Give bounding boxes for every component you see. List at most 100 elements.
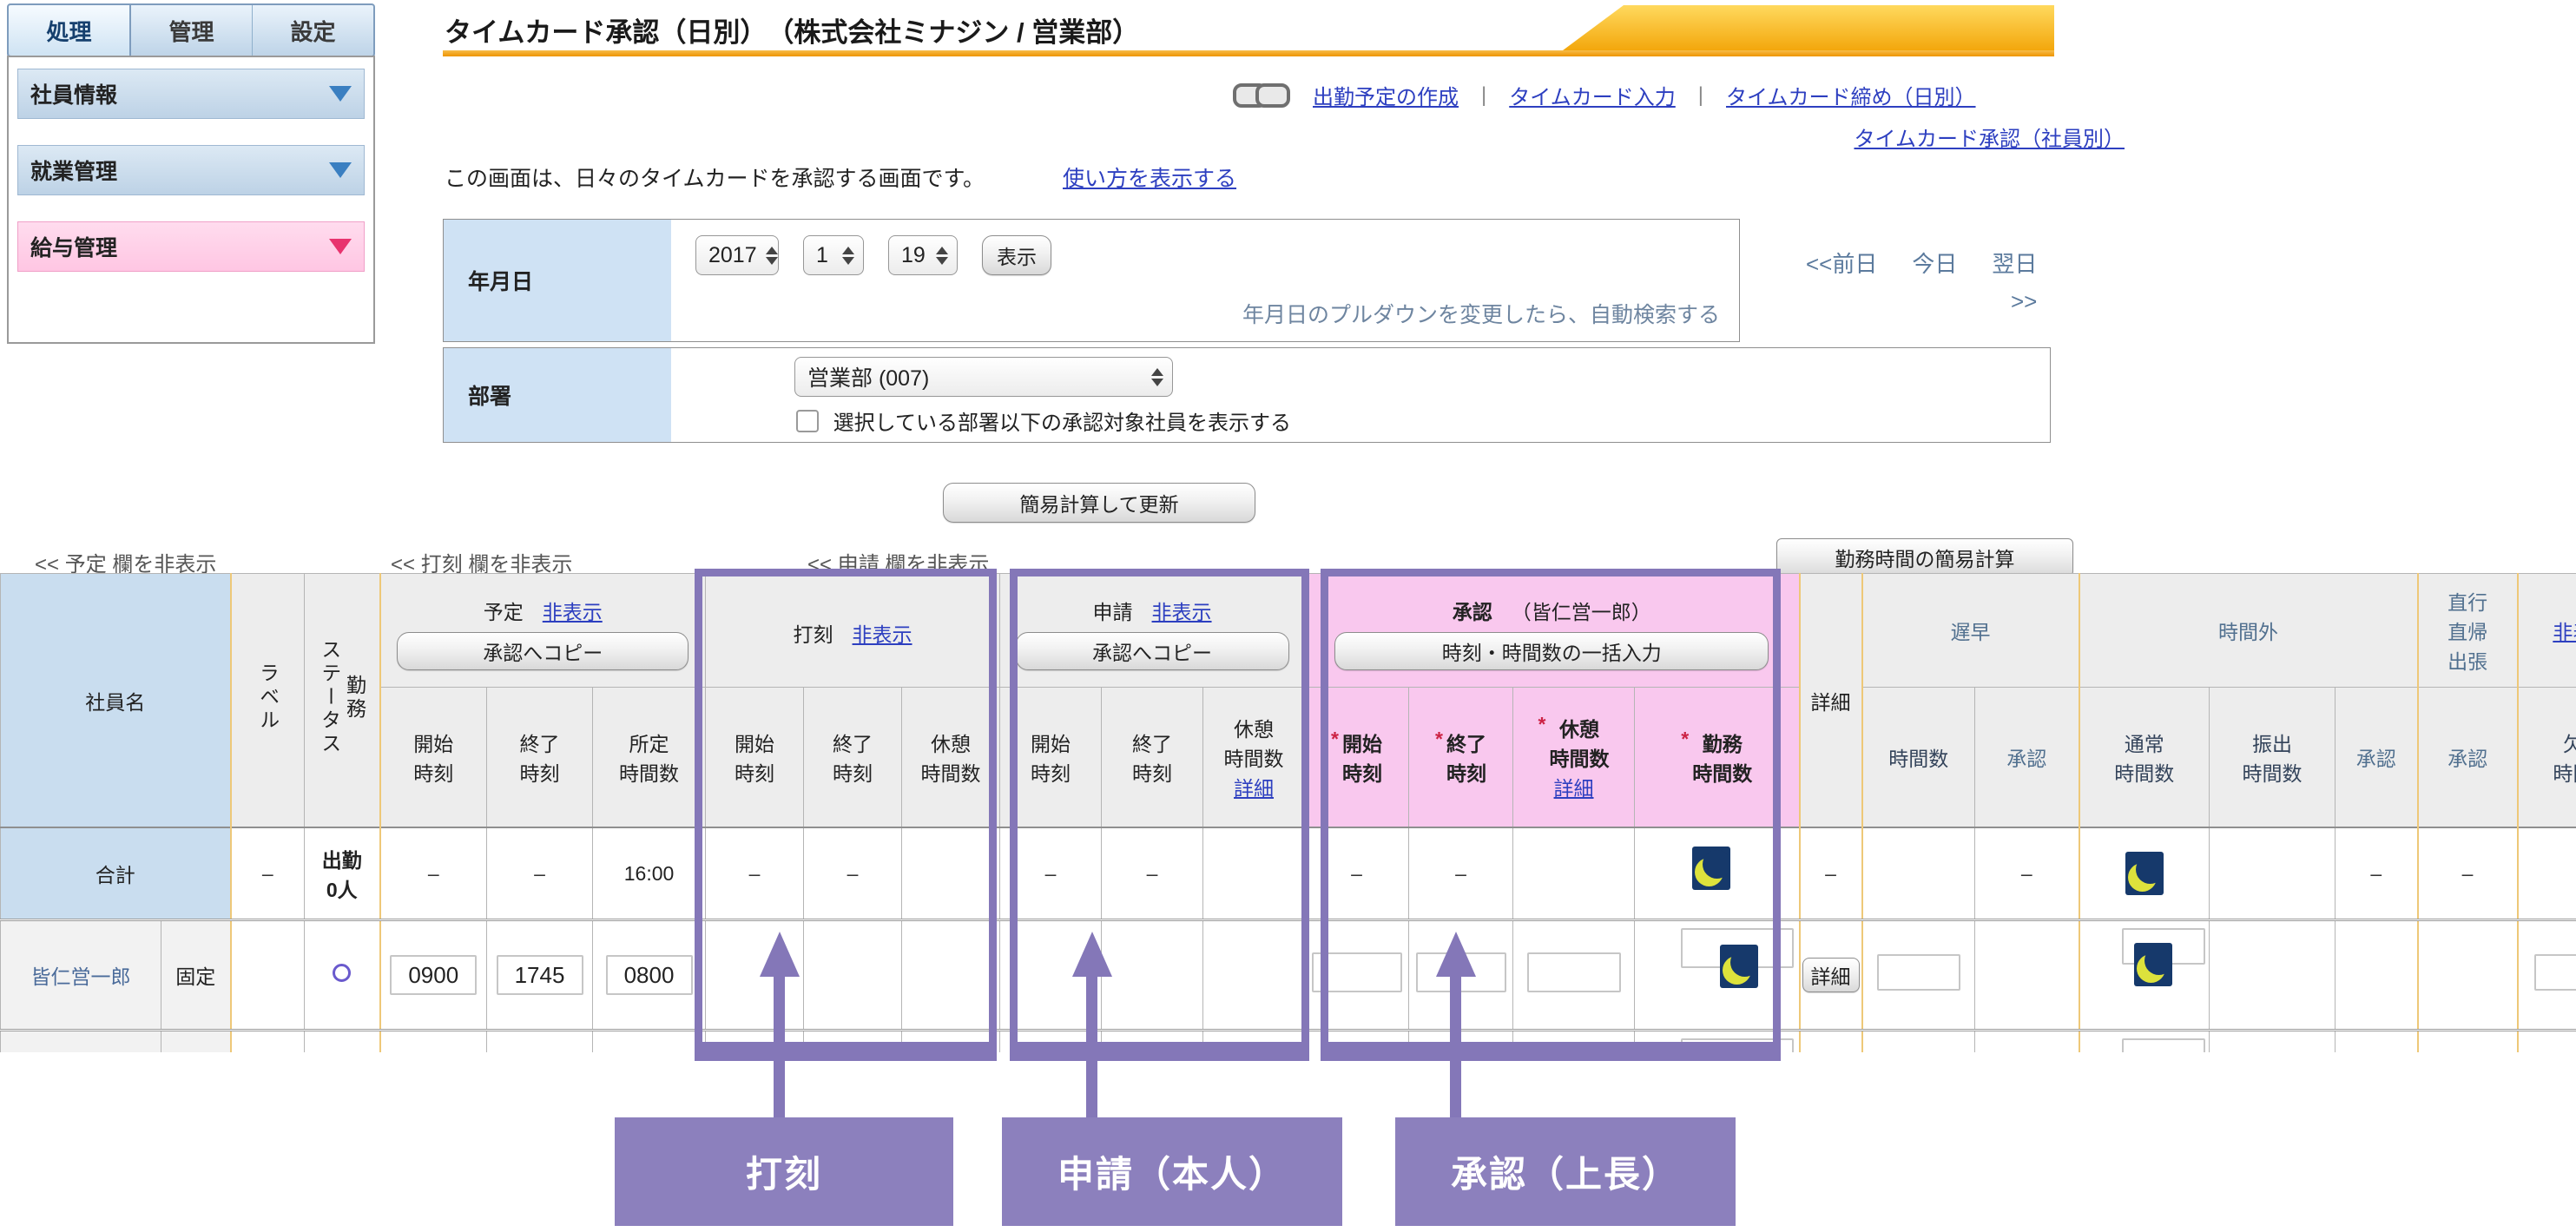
arrow-stem	[774, 972, 785, 1120]
employee-approve-break[interactable]	[1512, 919, 1636, 1031]
hide-plan-link[interactable]: << 予定 欄を非表示	[35, 553, 217, 576]
plan-hide-link[interactable]: 非表示	[542, 601, 603, 623]
employee-stamp-break	[901, 1029, 1001, 1052]
sidebar-item-payroll-management[interactable]: 給与管理	[17, 221, 365, 272]
approve-title: 承認	[1452, 601, 1492, 623]
tab-settei[interactable]: 設定	[290, 18, 336, 45]
sidebar-item-label: 社員情報	[30, 83, 118, 108]
show-button[interactable]: 表示	[982, 235, 1051, 275]
employee-stamp-start	[705, 1029, 805, 1052]
timecard-table: 社員名 ラベル 勤務 ステータス 予定 非表示 承認へコピー 打刻 非表示 申請…	[0, 573, 2576, 1052]
plan-start-header: 開始 時刻	[379, 687, 487, 828]
employee-plan-start[interactable]: 0900	[379, 919, 487, 1031]
employee-ot-approve	[2335, 919, 2419, 1031]
month-value: 1	[816, 242, 828, 267]
stamp-title: 打刻	[793, 623, 833, 646]
stamp-end-header: 終了 時刻	[803, 687, 903, 828]
total-late-hours	[1861, 827, 1976, 920]
employee-ot-normal[interactable]	[2078, 1029, 2210, 1052]
group-header-stamp: 打刻 非表示	[705, 573, 1001, 688]
night-moon-icon	[1692, 847, 1731, 890]
arrow-up-icon	[760, 932, 800, 977]
subdept-checkbox[interactable]	[796, 410, 819, 432]
total-stamp-break	[901, 827, 1001, 920]
title-band	[1563, 5, 2054, 50]
employee-late-hours[interactable]	[1861, 1029, 1976, 1052]
employee-late-hours[interactable]	[1861, 919, 1976, 1031]
apply-title: 申請	[1092, 601, 1133, 623]
today-link[interactable]: 今日	[1912, 251, 1958, 277]
help-link[interactable]: 使い方を表示する	[1063, 167, 1237, 191]
dept-filter-box: 部署 営業部 (007) 選択している部署以下の承認対象社員を表示する	[443, 347, 2051, 443]
nav-link-timecard-approve-by-employee[interactable]: タイムカード承認（社員別）	[1854, 128, 2125, 151]
employee-name-link[interactable]: 皆仁太郎	[0, 1029, 161, 1052]
bulk-input-button[interactable]: 時刻・時間数の一括入力	[1334, 632, 1769, 670]
tab-kanri[interactable]: 管理	[131, 5, 253, 56]
apply-copy-to-approve-button[interactable]: 承認へコピー	[1015, 632, 1289, 670]
prev-day-link[interactable]: <<前日	[1806, 251, 1878, 277]
required-asterisk: *	[1538, 713, 1546, 735]
employee-approve-work-hours[interactable]	[1634, 919, 1801, 1031]
next-day-link[interactable]: 翌日	[1992, 251, 2038, 277]
employee-plan-start[interactable]	[379, 1029, 487, 1052]
total-plan-start: –	[379, 827, 487, 920]
absence-hours-header: 欠勤 時間数	[2516, 687, 2576, 828]
employee-absence-hours[interactable]	[2516, 1029, 2576, 1052]
total-status: 出勤 0人	[304, 827, 380, 920]
sidebar-item-employee-info[interactable]: 社員情報	[17, 69, 365, 119]
employee-detail[interactable]: 詳細	[1798, 919, 1863, 1031]
col-header-label: ラベル	[229, 573, 305, 828]
table-row-total: 合計 – 出勤 0人 – – 16:00 – – – – – – – – – –	[0, 827, 2576, 920]
employee-approve-start[interactable]	[1304, 1029, 1410, 1052]
quick-update-button[interactable]: 簡易計算して更新	[943, 483, 1255, 523]
total-late-approve: –	[1974, 827, 2080, 920]
employee-late-approve	[1974, 919, 2080, 1031]
absence-hide-link[interactable]: 非表示	[2553, 621, 2576, 643]
employee-ot-normal[interactable]	[2078, 919, 2210, 1031]
stepper-icon	[1151, 367, 1163, 386]
apply-hide-link[interactable]: 非表示	[1151, 601, 1212, 623]
plan-copy-to-approve-button[interactable]: 承認へコピー	[397, 632, 689, 670]
table-row-employee-clipped: 皆仁太郎 固定 詳細	[0, 1029, 2576, 1052]
employee-approve-break[interactable]	[1512, 1029, 1636, 1052]
hide-stamp-link[interactable]: << 打刻 欄を非表示	[391, 553, 573, 576]
employee-plan-hours[interactable]: 0800	[591, 919, 707, 1031]
year-value: 2017	[708, 242, 757, 267]
page-title: タイムカード承認（日別） （株式会社ミナジン / 営業部）	[445, 17, 1140, 48]
nav-link-schedule[interactable]: 出勤予定の作成	[1313, 86, 1459, 109]
approve-break-detail-link[interactable]: 詳細	[1553, 777, 1594, 800]
apply-end-header: 終了 時刻	[1101, 687, 1204, 828]
employee-detail[interactable]: 詳細	[1798, 1029, 1863, 1052]
employee-apply-break	[1202, 919, 1306, 1031]
apply-start-header: 開始 時刻	[999, 687, 1103, 828]
sidebar-item-work-management[interactable]: 就業管理	[17, 145, 365, 195]
legend-apply: 申請（本人）	[1002, 1117, 1342, 1226]
nav-link-timecard-close-daily[interactable]: タイムカード締め（日別）	[1726, 86, 1976, 109]
employee-status	[304, 1029, 380, 1052]
employee-approve-start[interactable]	[1304, 919, 1410, 1031]
day-select[interactable]: 19	[888, 235, 958, 275]
employee-plan-end[interactable]	[486, 1029, 593, 1052]
total-apply-start: –	[999, 827, 1103, 920]
quick-calc-button[interactable]: 勤務時間の簡易計算	[1776, 538, 2073, 576]
dept-select[interactable]: 営業部 (007)	[794, 357, 1173, 397]
apply-break-detail-link[interactable]: 詳細	[1234, 777, 1275, 800]
group-header-absence: 非表示	[2516, 573, 2576, 688]
employee-plan-end[interactable]: 1745	[486, 919, 593, 1031]
required-asterisk: *	[1331, 728, 1339, 750]
forward-link[interactable]: >>	[2011, 288, 2038, 314]
employee-absence-hours[interactable]	[2516, 919, 2576, 1031]
direct-approve-header: 承認	[2416, 687, 2519, 828]
group-header-plan: 予定 非表示 承認へコピー	[379, 573, 707, 688]
late-hours-header: 時間数	[1861, 687, 1976, 828]
stamp-hide-link[interactable]: 非表示	[852, 623, 912, 646]
year-select[interactable]: 2017	[695, 235, 779, 275]
ot-normal-header: 通常 時間数	[2078, 687, 2210, 828]
employee-plan-hours[interactable]	[591, 1029, 707, 1052]
detail-button[interactable]: 詳細	[1802, 958, 1860, 992]
month-select[interactable]: 1	[803, 235, 864, 275]
tab-shori[interactable]: 処理	[9, 5, 131, 56]
employee-approve-work-hours[interactable]	[1634, 1029, 1801, 1052]
employee-name-link[interactable]: 皆仁営一郎	[0, 919, 161, 1031]
nav-link-timecard-input[interactable]: タイムカード入力	[1509, 86, 1676, 109]
